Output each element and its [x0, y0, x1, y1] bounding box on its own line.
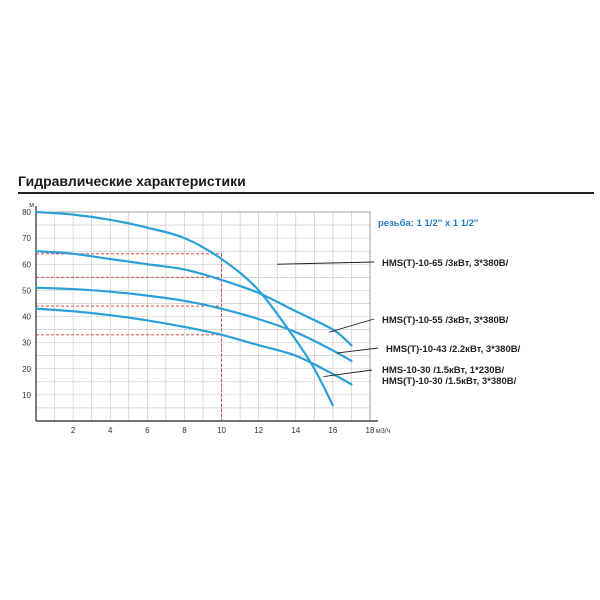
x-tick-label: 10 [217, 426, 226, 435]
y-tick-label: 30 [22, 339, 31, 348]
series-label-2: HMS(T)-10-55 /3кВт, 3*380В/ [382, 315, 509, 326]
y-tick-label: 60 [22, 260, 31, 269]
y-tick-label: 20 [22, 365, 31, 374]
leader-line [329, 318, 375, 333]
thread-size-annotation: резьба: 1 1/2" x 1 1/2" [378, 218, 478, 229]
x-tick-label: 6 [145, 426, 150, 435]
leader-line [336, 347, 379, 354]
y-tick-label: 10 [22, 391, 31, 400]
series-line-4 [34, 307, 353, 386]
x-tick-label: 12 [254, 426, 263, 435]
y-tick-label: 70 [22, 234, 31, 243]
x-tick-label: 14 [291, 426, 300, 435]
series-line-1 [34, 210, 334, 407]
series-label-4: HMS-10-30 /1.5кВт, 1*230В/HMS(T)-10-30 /… [382, 365, 517, 387]
y-axis-unit: м [29, 202, 34, 209]
y-tick-label: 40 [22, 313, 31, 322]
leader-line [277, 261, 375, 265]
x-tick-label: 4 [108, 426, 113, 435]
series-line-3 [34, 286, 353, 363]
series-label-1: HMS(T)-10-65 /3кВт, 3*380В/ [382, 258, 509, 269]
y-tick-label: 80 [22, 208, 31, 217]
y-tick-label: 50 [22, 286, 31, 295]
leader-line [323, 369, 373, 378]
x-tick-label: 18 [366, 426, 375, 435]
x-tick-label: 16 [328, 426, 337, 435]
series-label-3: HMS(T)-10-43 /2.2кВт, 3*380В/ [386, 344, 521, 355]
series-line-2 [34, 250, 353, 347]
chart-title: Гидравлические характеристики [18, 173, 594, 194]
x-axis-unit: м3/ч [376, 428, 391, 435]
x-tick-label: 8 [182, 426, 187, 435]
x-tick-label: 2 [71, 426, 76, 435]
